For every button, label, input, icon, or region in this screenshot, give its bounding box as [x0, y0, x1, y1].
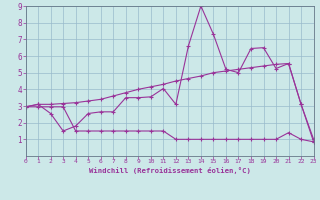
X-axis label: Windchill (Refroidissement éolien,°C): Windchill (Refroidissement éolien,°C)	[89, 167, 251, 174]
